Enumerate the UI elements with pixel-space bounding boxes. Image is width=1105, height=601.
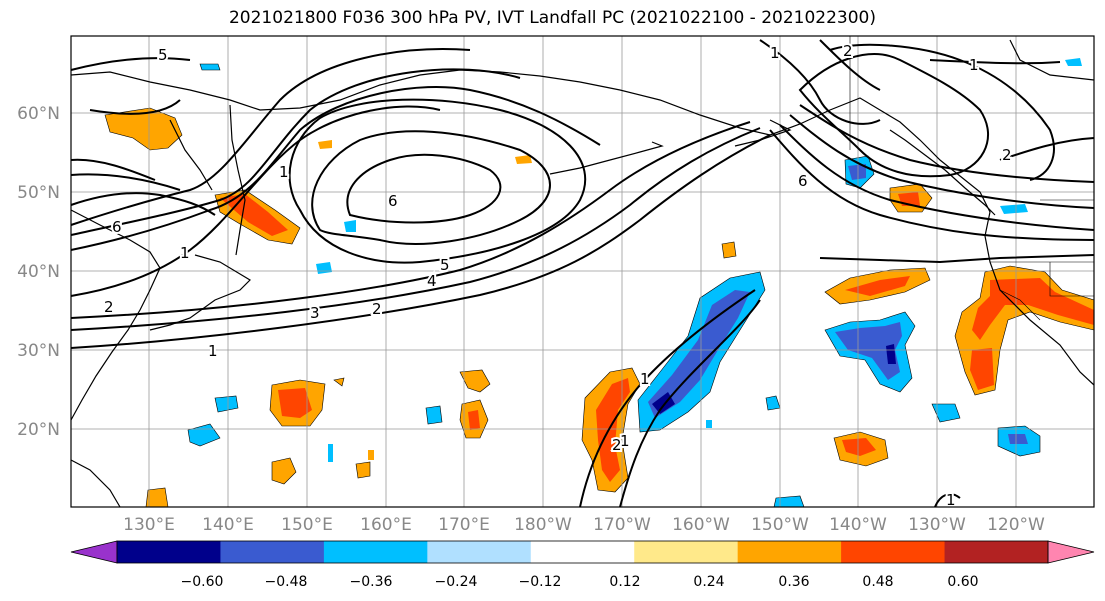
graticule [71,36,1094,507]
contour-label: 1 [208,342,218,360]
colorbar-tick-label: −0.60 [181,574,224,590]
lat-label: 50°N [17,183,60,203]
latitude-labels: 60°N 50°N 40°N 30°N 20°N [17,104,60,440]
lon-label: 170°W [593,515,651,535]
colorbar-tick-label: −0.12 [519,574,562,590]
lon-label: 140°W [829,515,887,535]
contour-label: 2 [1002,146,1012,164]
lon-label: 180°W [514,515,572,535]
contour-label: 2 [843,42,853,60]
colorbar-segment [530,541,635,563]
contour-label: 2 [372,300,382,318]
colorbar-tick-label: 0.36 [778,574,809,590]
lon-label: 150°E [281,515,333,535]
colorbar-segment [944,541,1049,563]
lon-label: 130°E [123,515,175,535]
colorbar [70,540,1095,564]
pv-contours [70,39,1095,508]
contour-label: 1 [620,432,630,450]
colorbar-segment [737,541,842,563]
shaded-anomalies [104,58,1095,508]
contour-label: 1 [640,370,650,388]
lon-label: 140°E [202,515,254,535]
colorbar-segment [323,541,428,563]
colorbar-segment [117,541,221,563]
colorbar-segment [220,541,325,563]
colorbar-tick-label: −0.48 [265,574,308,590]
colorbar-border [116,540,1049,564]
contour-label: 2 [104,298,114,316]
contour-label: 6 [112,218,122,236]
colorbar-extend-low [70,540,118,564]
contour-label: 3 [310,304,320,322]
longitude-labels: 130°E 140°E 150°E 160°E 170°E 180°W 170°… [123,515,1045,535]
lon-label: 130°W [908,515,966,535]
map-title: 2021021800 F036 300 hPa PV, IVT Landfall… [228,8,876,28]
colorbar-segment [841,541,946,563]
colorbar-segment [427,541,532,563]
lat-label: 60°N [17,104,60,124]
lon-label: 160°E [360,515,412,535]
lat-label: 40°N [17,262,60,282]
colorbar-ticks: −0.60 −0.48 −0.36 −0.24 −0.12 0.12 0.24 … [181,574,979,590]
contour-label: 1 [969,56,979,74]
lon-label: 150°W [751,515,809,535]
lon-label: 120°W [987,515,1045,535]
contour-label: 6 [798,172,808,190]
lat-label: 20°N [17,420,60,440]
colorbar-tick-label: −0.24 [435,574,478,590]
colorbar-extend-high [1047,540,1095,564]
colorbar-tick-label: 0.48 [862,574,893,590]
borders [849,36,1094,321]
colorbar-tick-label: 0.60 [947,574,978,590]
contour-label: 6 [388,192,398,210]
colorbar-tick-label: 0.24 [693,574,724,590]
colorbar-tick-label: −0.36 [350,574,393,590]
contour-labels: 5 1 1 6 6 5 4 3 2 1 2 1 1 6 2 1 2 1 1 2 [102,40,1014,511]
contour-label: 1 [770,44,780,62]
contour-label: 1 [180,244,190,262]
contour-label: 1 [946,491,956,509]
contour-label: 4 [427,272,437,290]
contour-label: 1 [279,163,289,181]
map-border [70,35,1095,508]
contour-label: 5 [440,256,450,274]
lon-label: 170°E [438,515,490,535]
colorbar-segment [634,541,739,563]
lon-label: 160°W [672,515,730,535]
contour-label: 5 [158,46,168,64]
colorbar-tick-label: 0.12 [609,574,640,590]
lat-label: 30°N [17,341,60,361]
contour-label: 2 [612,436,622,454]
